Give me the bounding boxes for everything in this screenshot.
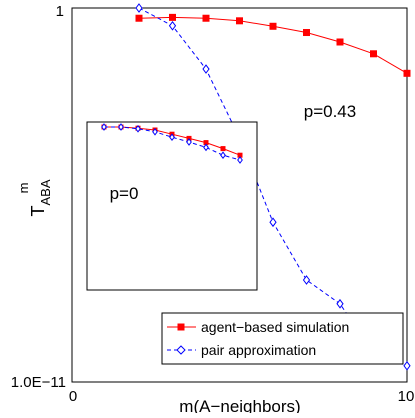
main-series-1-point-0 — [135, 3, 143, 13]
main-series-0-point-7 — [370, 50, 377, 58]
main-series-1-point-2 — [202, 64, 210, 74]
legend-marker-pair — [176, 345, 186, 355]
legend-label-simulation: agent−based simulation — [201, 319, 349, 335]
main-series-0-point-8 — [403, 69, 411, 77]
x-tick-label-left: 0 — [69, 388, 77, 405]
svg-text:TABA: TABA — [28, 179, 53, 216]
inset-series-1-point-3 — [152, 127, 158, 136]
main-series-0-point-3 — [236, 17, 243, 25]
y-axis-label: TABA m — [16, 179, 53, 216]
main-series-0-point-4 — [269, 22, 277, 30]
y-tick-label-top: 1 — [56, 3, 64, 20]
main-plot-frame — [71, 7, 408, 383]
legend-label-pair: pair approximation — [201, 342, 316, 358]
main-series-1-point-5 — [302, 275, 311, 285]
main-annotation: p=0.43 — [304, 102, 356, 121]
inset-series-0-point-7 — [220, 146, 226, 152]
inset-series-0-point-6 — [203, 140, 209, 146]
inset-series-1-point-4 — [169, 133, 175, 142]
main-series-1-point-8 — [403, 360, 411, 371]
inset-series-1-point-5 — [186, 138, 192, 146]
inset-series-1-point-6 — [203, 143, 209, 152]
legend-box — [161, 312, 404, 365]
main-series-0-point-6 — [336, 38, 344, 46]
main-series-0-point-1 — [169, 13, 176, 21]
main-series-0-point-5 — [303, 29, 310, 37]
main-series-1-point-4 — [269, 217, 277, 228]
legend-marker-simulation — [177, 323, 185, 331]
y-axis-label-sub: ABA — [38, 179, 53, 205]
inset-series-1-line — [104, 126, 241, 161]
main-series-0-point-0 — [135, 14, 143, 22]
y-axis-label-main: T — [28, 206, 48, 217]
legend: agent−based simulation pair approximatio… — [161, 312, 404, 365]
inset-annotation: p=0 — [110, 184, 139, 203]
main-series-1-point-1 — [168, 20, 177, 31]
y-tick-label-bottom: 1.0E−11 — [11, 374, 66, 391]
inset-series-1-point-1 — [118, 123, 124, 131]
main-series-1-point-6 — [336, 298, 344, 309]
x-axis-label: m(A−neighbors) — [179, 397, 300, 413]
inset-series-1-point-8 — [237, 156, 243, 164]
inset-series-1-point-7 — [220, 151, 226, 160]
inset-series-1-point-2 — [135, 124, 141, 133]
inset-series-1-point-0 — [101, 123, 107, 131]
x-tick-label-right: 10 — [398, 388, 415, 405]
inset-series-0-point-8 — [237, 152, 243, 158]
main-series-0-point-2 — [202, 14, 210, 22]
inset-frame — [86, 121, 258, 291]
y-axis-label-sup: m — [16, 183, 31, 194]
inset-series-layer — [101, 123, 243, 164]
